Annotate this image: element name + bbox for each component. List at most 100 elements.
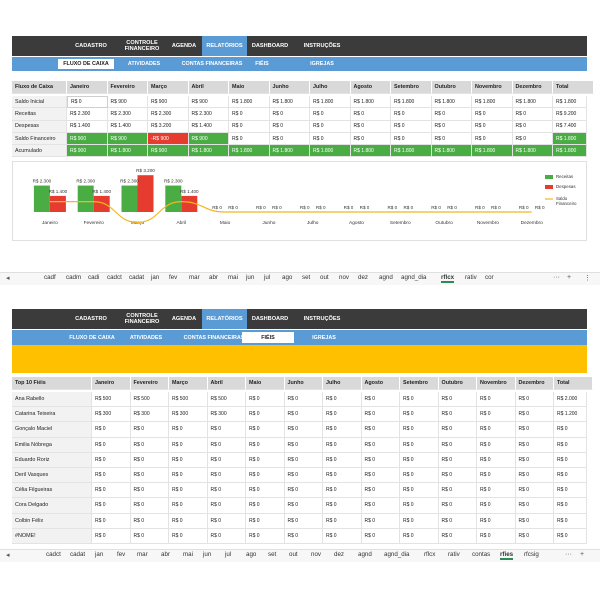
table-cell[interactable]: R$ 0: [438, 407, 477, 423]
table-cell[interactable]: R$ 1.800: [391, 96, 432, 109]
table-cell[interactable]: R$ 900: [188, 132, 229, 146]
table-cell[interactable]: R$ 0: [361, 528, 400, 544]
total-cell[interactable]: R$ 0: [554, 513, 587, 529]
table-cell[interactable]: R$ 0: [284, 407, 323, 423]
table-cell[interactable]: R$ 0: [169, 422, 208, 438]
sub-tab-3[interactable]: FIÉIS: [242, 332, 294, 343]
sheet-tab[interactable]: mar: [137, 551, 148, 558]
table-cell[interactable]: R$ 0: [92, 468, 131, 484]
table-cell[interactable]: R$ 0: [130, 528, 169, 544]
sheet-tab[interactable]: cadm: [66, 274, 82, 281]
table-cell[interactable]: R$ 0: [361, 437, 400, 453]
sheet-tab[interactable]: agnd_dia: [384, 551, 410, 558]
total-cell[interactable]: R$ 7.400: [553, 120, 587, 133]
table-cell[interactable]: R$ 0: [472, 120, 513, 133]
table-cell[interactable]: R$ 0: [400, 437, 439, 453]
sheet-tab[interactable]: ago: [282, 274, 293, 281]
table-cell[interactable]: R$ 0: [284, 483, 323, 499]
table-cell[interactable]: R$ 1.800: [188, 145, 229, 158]
table-cell[interactable]: R$ 500: [207, 392, 246, 408]
table-cell[interactable]: R$ 2.300: [67, 108, 108, 121]
sheet-tab[interactable]: rativ: [448, 551, 460, 558]
sub-tab-0[interactable]: FLUXO DE CAIXA: [58, 59, 114, 69]
sheet-tab[interactable]: cadct: [46, 551, 61, 558]
sheet-tab[interactable]: set: [302, 274, 311, 281]
table-cell[interactable]: R$ 0: [400, 452, 439, 468]
table-cell[interactable]: R$ 0: [323, 513, 362, 529]
table-cell[interactable]: R$ 0: [400, 513, 439, 529]
total-cell[interactable]: R$ 0: [554, 437, 587, 453]
add-sheet-icon[interactable]: +: [567, 274, 572, 281]
table-cell[interactable]: R$ 1.800: [350, 96, 391, 109]
table-cell[interactable]: R$ 0: [169, 468, 208, 484]
nav-tab-3[interactable]: RELATÓRIOS: [202, 309, 247, 329]
table-cell[interactable]: R$ 0: [361, 407, 400, 423]
table-cell[interactable]: R$ 0: [400, 498, 439, 514]
table-cell[interactable]: R$ 0: [130, 498, 169, 514]
table-cell[interactable]: R$ 0: [246, 437, 285, 453]
nav-tab-5[interactable]: INSTRUÇÕES: [303, 316, 341, 322]
sheet-tab[interactable]: mai: [228, 274, 238, 281]
table-cell[interactable]: R$ 0: [400, 392, 439, 408]
table-cell[interactable]: R$ 0: [207, 452, 246, 468]
table-cell[interactable]: R$ 0: [391, 108, 432, 121]
sheet-tab[interactable]: rflcx: [441, 274, 455, 283]
table-cell[interactable]: R$ 2.300: [107, 108, 148, 121]
table-cell[interactable]: R$ 0: [92, 422, 131, 438]
table-cell[interactable]: R$ 0: [169, 483, 208, 499]
sheet-tab[interactable]: cadct: [107, 274, 122, 281]
table-cell[interactable]: R$ 0: [400, 468, 439, 484]
table-cell[interactable]: R$ 0: [477, 513, 516, 529]
sheet-tab[interactable]: cor: [485, 274, 494, 281]
table-cell[interactable]: R$ 0: [229, 120, 270, 133]
table-cell[interactable]: R$ 0: [477, 407, 516, 423]
table-cell[interactable]: R$ 1.800: [512, 96, 553, 109]
table-cell[interactable]: R$ 0: [323, 468, 362, 484]
table-cell[interactable]: R$ 900: [148, 145, 189, 158]
table-cell[interactable]: R$ 0: [130, 437, 169, 453]
nav-tab-4[interactable]: DASHBOARD: [251, 43, 289, 49]
table-cell[interactable]: R$ 0: [284, 468, 323, 484]
table-cell[interactable]: R$ 900: [67, 132, 108, 146]
table-cell[interactable]: R$ 0: [472, 108, 513, 121]
table-cell[interactable]: R$ 1.800: [229, 145, 270, 158]
table-cell[interactable]: R$ 0: [246, 483, 285, 499]
total-cell[interactable]: R$ 0: [554, 483, 587, 499]
table-cell[interactable]: R$ 0: [310, 108, 351, 121]
sheet-tab[interactable]: dez: [334, 551, 344, 558]
table-cell[interactable]: R$ 0: [246, 452, 285, 468]
table-cell[interactable]: R$ 0: [350, 132, 391, 146]
table-cell[interactable]: R$ 0: [130, 468, 169, 484]
table-cell[interactable]: R$ 900: [67, 145, 108, 158]
sheet-tab[interactable]: cadi: [88, 274, 100, 281]
sheet-tab[interactable]: fev: [117, 551, 126, 558]
total-cell[interactable]: R$ 9.200: [553, 108, 587, 121]
table-cell[interactable]: R$ 0: [246, 513, 285, 529]
more-tabs-icon[interactable]: ···: [553, 274, 560, 281]
table-cell[interactable]: R$ 0: [515, 407, 554, 423]
scroll-left-icon[interactable]: ◂: [6, 552, 10, 559]
table-cell[interactable]: R$ 0: [323, 498, 362, 514]
table-cell[interactable]: R$ 0: [246, 392, 285, 408]
table-cell[interactable]: R$ 900: [107, 132, 148, 146]
table-cell[interactable]: R$ 0: [207, 498, 246, 514]
table-cell[interactable]: R$ 0: [477, 422, 516, 438]
table-cell[interactable]: R$ 0: [323, 422, 362, 438]
sheet-tab[interactable]: fev: [169, 274, 178, 281]
table-cell[interactable]: R$ 0: [438, 513, 477, 529]
table-cell[interactable]: R$ 1.800: [107, 145, 148, 158]
table-cell[interactable]: R$ 500: [130, 392, 169, 408]
sheet-tab[interactable]: rfcsig: [524, 551, 539, 558]
table-cell[interactable]: R$ 0: [169, 437, 208, 453]
table-cell[interactable]: R$ 0: [169, 513, 208, 529]
nav-tab-1[interactable]: CONTROLE FINANCEIRO: [124, 313, 160, 325]
table-cell[interactable]: R$ 0: [477, 483, 516, 499]
table-cell[interactable]: R$ 0: [207, 422, 246, 438]
table-cell[interactable]: R$ 0: [361, 498, 400, 514]
table-cell[interactable]: R$ 0: [438, 498, 477, 514]
table-cell[interactable]: R$ 1.800: [472, 96, 513, 109]
table-cell[interactable]: R$ 1.800: [431, 145, 472, 158]
table-cell[interactable]: R$ 1.800: [269, 145, 310, 158]
sheet-tab[interactable]: agnd: [379, 274, 393, 281]
table-cell[interactable]: R$ 0: [438, 437, 477, 453]
